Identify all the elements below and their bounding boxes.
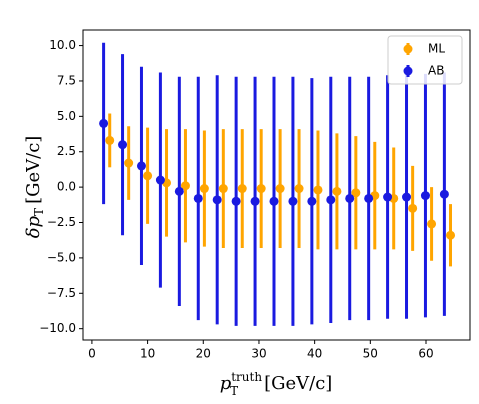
point [420,191,430,201]
axes-frame [82,29,471,341]
point [332,186,342,196]
y-tick-label: 2.5 [57,144,76,158]
y-tick-label: −5.0 [47,250,76,264]
y-tick-label: −10.0 [39,321,76,335]
y-tick-label: −2.5 [47,215,76,229]
point [427,219,437,229]
point [256,184,266,194]
point [218,184,228,194]
x-tick-label: 0 [88,347,96,361]
point [402,192,412,202]
legend-box [387,35,463,85]
x-tick-label: 60 [418,347,433,361]
point [136,161,146,171]
point [351,188,361,198]
x-tick-label: 50 [363,347,378,361]
point [288,196,298,206]
x-tick-label: 40 [307,347,322,361]
point [275,184,285,194]
point [118,140,128,150]
point [193,193,203,203]
legend-swatch [403,44,413,54]
point [364,193,374,203]
point [180,181,190,191]
x-label-main: p [220,373,232,394]
legend-label: ML [428,42,445,56]
point [212,195,222,205]
y-label-sub: T [32,208,46,216]
y-tick-label: 10.0 [49,38,76,52]
y-tick-label: 5.0 [57,109,76,123]
point [383,192,393,202]
x-axis-label: ptruth T [GeV/c] [220,370,333,398]
point [294,184,304,194]
point [345,193,355,203]
point [326,195,336,205]
legend-label: AB [428,64,444,78]
point [408,203,418,213]
point [439,189,449,199]
point [446,230,456,240]
x-tick-label: 10 [140,347,155,361]
point [199,184,209,194]
point [250,196,260,206]
point [105,135,115,145]
y-label-main: δp [23,215,44,238]
x-label-unit: [GeV/c] [264,373,332,394]
x-tick-label: 20 [196,347,211,361]
legend-swatch [403,66,413,76]
point [237,184,247,194]
point [99,118,109,128]
x-label-sup: truth [231,370,262,384]
point [269,196,279,206]
x-tick-label: 30 [251,347,266,361]
y-label-unit: [GeV/c] [23,136,44,204]
point [307,196,317,206]
y-tick-label: 0.0 [57,180,76,194]
plot-area [99,42,456,326]
point [155,175,165,185]
point [313,185,323,195]
y-tick-label: −7.5 [47,286,76,300]
point [174,186,184,196]
y-tick-label: 7.5 [57,73,76,87]
y-axis-label: δpT [GeV/c] [23,136,46,239]
point [124,158,134,168]
x-label-sub: T [230,384,238,398]
point [231,196,241,206]
point [143,171,153,181]
